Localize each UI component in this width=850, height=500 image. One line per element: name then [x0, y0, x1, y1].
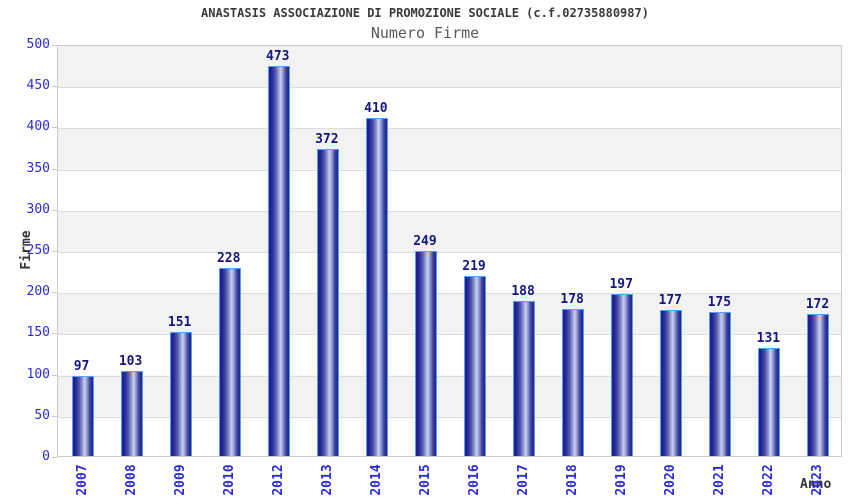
- bar-value-label: 249: [413, 233, 437, 249]
- bar-value-label: 178: [560, 292, 584, 308]
- bar: [316, 149, 339, 456]
- y-tick-mark: [52, 251, 57, 252]
- chart-title: ANASTASIS ASSOCIAZIONE DI PROMOZIONE SOC…: [201, 6, 649, 20]
- plot-area: [57, 45, 842, 457]
- bar-value-label: 372: [315, 132, 339, 148]
- gridline: [58, 293, 841, 295]
- y-tick-label: 500: [26, 37, 50, 52]
- x-tick-label: 2008: [123, 464, 139, 496]
- gridline: [58, 334, 841, 336]
- gridline: [58, 128, 841, 130]
- bar-value-label: 151: [167, 314, 192, 330]
- bar-value-label: 103: [118, 354, 143, 370]
- gridline: [58, 375, 841, 377]
- bar: [464, 275, 487, 456]
- x-tick-label: 2016: [467, 464, 483, 496]
- x-tick-label: 2007: [74, 464, 90, 496]
- y-tick-label: 400: [26, 119, 50, 135]
- bar: [611, 293, 634, 456]
- bar-value-label: 131: [756, 331, 781, 347]
- bar-value-label: 97: [73, 359, 90, 375]
- chart-subtitle: Numero Firme: [370, 24, 480, 42]
- bar: [709, 311, 732, 456]
- y-tick-mark: [52, 127, 57, 129]
- bar: [120, 371, 143, 456]
- bar: [71, 376, 94, 456]
- y-tick-mark: [52, 292, 57, 294]
- y-tick-mark: [52, 86, 57, 88]
- x-tick-label: 2019: [614, 464, 630, 496]
- bar: [267, 66, 290, 456]
- x-tick-label: 2022: [761, 464, 777, 496]
- bar-value-label: 197: [609, 276, 633, 292]
- x-axis-title: Anno: [800, 477, 832, 492]
- x-tick-label: 2017: [516, 464, 532, 496]
- y-tick-mark: [52, 209, 57, 211]
- x-tick-label: 2015: [417, 464, 433, 496]
- bar: [562, 309, 585, 456]
- bar: [513, 301, 536, 456]
- bar-value-label: 177: [658, 293, 683, 309]
- bar-value-label: 228: [216, 251, 241, 267]
- y-tick-mark: [52, 374, 57, 376]
- y-tick-label: 450: [26, 78, 50, 94]
- gridline: [58, 87, 841, 89]
- y-tick-label: 50: [34, 407, 50, 423]
- x-tick-label: 2013: [319, 464, 335, 496]
- y-tick-mark: [52, 333, 57, 335]
- gridline: [58, 210, 841, 212]
- y-tick-label: 300: [26, 201, 50, 217]
- gridline: [58, 169, 841, 171]
- y-tick-label: 100: [26, 366, 50, 382]
- gridline: [58, 416, 841, 418]
- bar-value-label: 410: [364, 101, 388, 117]
- bar: [169, 331, 192, 456]
- y-tick-mark: [52, 45, 57, 46]
- bar: [807, 314, 830, 456]
- bar: [758, 348, 781, 456]
- x-tick-label: 2014: [368, 464, 384, 496]
- y-tick-mark: [52, 457, 57, 458]
- bar: [218, 268, 241, 456]
- bar-value-label: 473: [266, 49, 290, 65]
- x-tick-label: 2009: [172, 464, 188, 496]
- gridline: [58, 252, 841, 253]
- x-tick-label: 2010: [221, 464, 237, 496]
- y-tick-mark: [52, 415, 57, 417]
- bar-value-label: 219: [462, 258, 486, 274]
- y-tick-label: 150: [26, 325, 50, 341]
- y-tick-label: 200: [26, 284, 50, 300]
- bar: [365, 118, 388, 456]
- x-tick-label: 2023: [810, 464, 826, 496]
- bar-value-label: 172: [805, 297, 830, 313]
- x-tick-label: 2012: [270, 464, 286, 496]
- x-tick-label: 2020: [663, 464, 679, 496]
- y-tick-label: 350: [26, 160, 50, 176]
- x-tick-label: 2021: [712, 464, 728, 496]
- bar: [414, 250, 437, 456]
- y-tick-mark: [52, 168, 57, 170]
- bar: [660, 310, 683, 456]
- x-tick-label: 2018: [565, 464, 581, 496]
- bar-value-label: 175: [707, 294, 732, 310]
- bar-value-label: 188: [511, 284, 535, 300]
- y-tick-label: 0: [42, 449, 50, 464]
- y-tick-label: 250: [26, 243, 50, 258]
